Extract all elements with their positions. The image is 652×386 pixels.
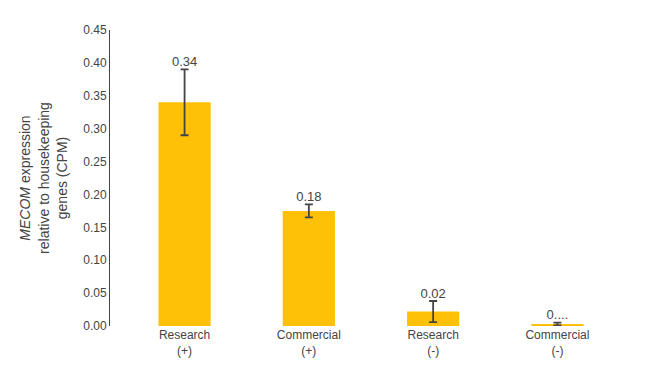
svg-text:0.20: 0.20 bbox=[83, 188, 107, 202]
svg-text:0.05: 0.05 bbox=[83, 286, 107, 300]
svg-text:Commercial(+): Commercial(+) bbox=[277, 328, 341, 358]
svg-text:0....: 0.... bbox=[547, 307, 569, 322]
svg-text:Commercial(-): Commercial(-) bbox=[525, 328, 589, 358]
svg-text:0.35: 0.35 bbox=[83, 89, 107, 103]
svg-text:0.18: 0.18 bbox=[296, 189, 321, 204]
svg-text:0.45: 0.45 bbox=[83, 23, 107, 37]
svg-text:0.15: 0.15 bbox=[83, 221, 107, 235]
svg-text:0.25: 0.25 bbox=[83, 155, 107, 169]
svg-text:0.40: 0.40 bbox=[83, 56, 107, 70]
svg-text:MECOM expressionrelative to ho: MECOM expressionrelative to housekeeping… bbox=[17, 102, 69, 254]
svg-text:0.02: 0.02 bbox=[420, 286, 445, 301]
svg-text:Research(-): Research(-) bbox=[407, 328, 458, 358]
svg-text:0.34: 0.34 bbox=[172, 54, 197, 69]
svg-text:0.10: 0.10 bbox=[83, 253, 107, 267]
svg-text:0.30: 0.30 bbox=[83, 122, 107, 136]
svg-text:0.00: 0.00 bbox=[83, 319, 107, 333]
svg-text:Research(+): Research(+) bbox=[159, 328, 210, 358]
